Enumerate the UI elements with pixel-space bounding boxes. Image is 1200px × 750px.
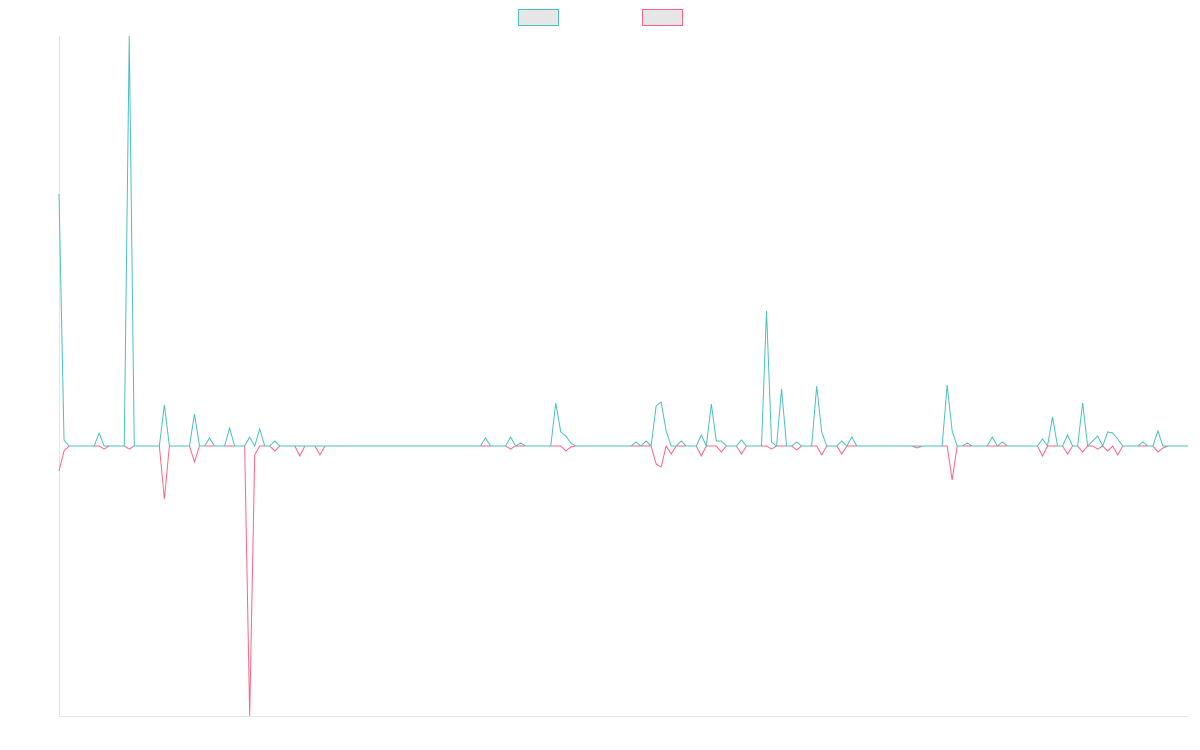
series-line (58, 444, 1188, 717)
legend-swatch (642, 9, 683, 26)
series-line (58, 35, 1188, 448)
legend-swatch (518, 9, 559, 26)
